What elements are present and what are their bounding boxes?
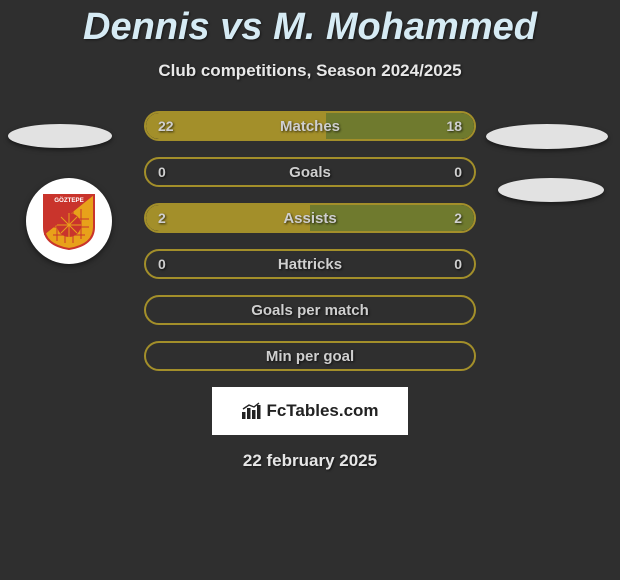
stat-label: Matches (280, 118, 340, 135)
page-title: Dennis vs M. Mohammed (0, 0, 620, 49)
club-badge-inner: GÖZTEPE (39, 191, 99, 251)
stat-row-hattricks: 0 0 Hattricks (144, 249, 476, 279)
stat-label: Goals (289, 164, 331, 181)
decorative-oval (498, 178, 604, 202)
subtitle: Club competitions, Season 2024/2025 (0, 61, 620, 81)
decorative-oval (8, 124, 112, 148)
stat-row-gpm: Goals per match (144, 295, 476, 325)
stat-label: Hattricks (278, 256, 342, 273)
club-badge-text: GÖZTEPE (54, 197, 84, 204)
stat-row-assists: 2 2 Assists (144, 203, 476, 233)
club-crest-icon: GÖZTEPE (39, 191, 99, 251)
stat-right-value: 0 (454, 256, 462, 272)
decorative-oval (486, 124, 608, 149)
stat-right-value: 2 (454, 210, 462, 226)
stat-label: Assists (283, 210, 336, 227)
branding-text: FcTables.com (266, 401, 378, 421)
stat-row-matches: 22 18 Matches (144, 111, 476, 141)
stat-right-value: 0 (454, 164, 462, 180)
stat-label: Goals per match (251, 302, 369, 319)
stat-left-value: 22 (158, 118, 174, 134)
stat-left-value: 0 (158, 256, 166, 272)
branding-banner: FcTables.com (212, 387, 408, 435)
stat-right-value: 18 (446, 118, 462, 134)
stat-left-value: 2 (158, 210, 166, 226)
stat-row-goals: 0 0 Goals (144, 157, 476, 187)
chart-icon (241, 402, 261, 420)
stat-left-value: 0 (158, 164, 166, 180)
stat-label: Min per goal (266, 348, 354, 365)
stats-container: 2218Matches00Goals22Assists00HattricksGo… (144, 111, 476, 371)
date-line: 22 february 2025 (0, 451, 620, 471)
stat-row-mpg: Min per goal (144, 341, 476, 371)
club-badge: GÖZTEPE (26, 178, 112, 264)
